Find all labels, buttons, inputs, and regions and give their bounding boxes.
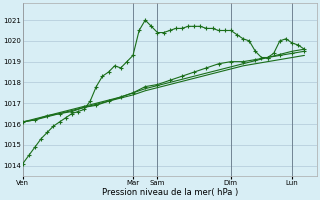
X-axis label: Pression niveau de la mer( hPa ): Pression niveau de la mer( hPa ) [101, 188, 238, 197]
